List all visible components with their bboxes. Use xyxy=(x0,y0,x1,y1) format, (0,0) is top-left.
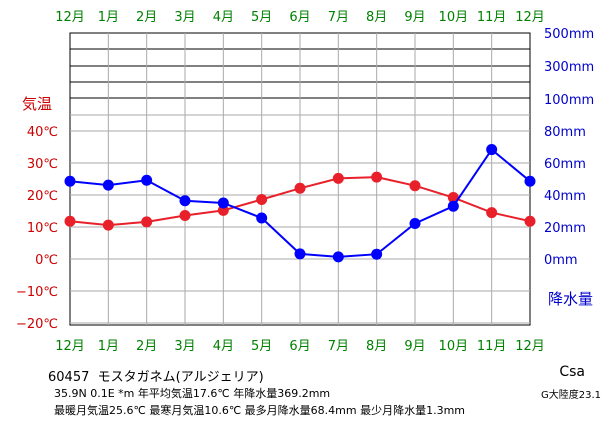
precipitation-point xyxy=(486,144,498,156)
precipitation-point xyxy=(294,248,306,260)
temperature-tick-label: 0℃ xyxy=(35,253,58,268)
month-label-bottom: 2月 xyxy=(136,339,157,354)
month-label-top: 6月 xyxy=(289,10,310,25)
month-label-top: 11月 xyxy=(477,10,507,25)
temperature-tick-label: 20℃ xyxy=(27,189,58,204)
temperature-tick-label: −10℃ xyxy=(16,285,58,300)
month-label-bottom: 7月 xyxy=(328,339,349,354)
month-label-top: 8月 xyxy=(366,10,387,25)
month-label-bottom: 9月 xyxy=(404,339,425,354)
temperature-point xyxy=(371,171,383,183)
precipitation-axis-title: 降水量 xyxy=(548,290,593,308)
temperature-series xyxy=(64,171,536,231)
precipitation-tick-label: 20mm xyxy=(544,221,586,236)
precipitation-point xyxy=(332,251,344,263)
month-label-top: 5月 xyxy=(251,10,272,25)
temperature-point xyxy=(409,180,421,192)
continentality-index: G大陸度23.1 xyxy=(540,390,601,401)
precipitation-tick-label: 80mm xyxy=(544,125,586,140)
precipitation-point xyxy=(409,217,421,229)
temperature-point xyxy=(524,215,536,227)
month-label-bottom: 10月 xyxy=(439,339,469,354)
precipitation-upper-tick-label: 300mm xyxy=(544,60,594,75)
temperature-point xyxy=(141,216,153,228)
precipitation-tick-label: 0mm xyxy=(544,253,578,268)
precipitation-point xyxy=(179,195,191,207)
precipitation-point xyxy=(447,200,459,212)
month-label-bottom: 11月 xyxy=(477,339,507,354)
station-id: 60457 xyxy=(48,370,90,385)
precipitation-point xyxy=(371,248,383,260)
month-label-bottom: 12月 xyxy=(515,339,545,354)
precipitation-point xyxy=(524,175,536,187)
precipitation-upper-tick-label: 500mm xyxy=(544,27,594,42)
top-month-labels: 12月 1月 2月 3月 4月 5月 6月 7月 8月 9月 10月 11月 12月 xyxy=(55,10,545,25)
temperature-point xyxy=(102,219,114,231)
month-label-bottom: 1月 xyxy=(98,339,119,354)
temperature-axis-title: 気温 xyxy=(22,95,52,113)
month-label-bottom: 5月 xyxy=(251,339,272,354)
temperature-point xyxy=(332,172,344,184)
temperature-axis-ticks: 40℃ 30℃ 20℃ 10℃ 0℃ −10℃ −20℃ xyxy=(16,125,58,332)
month-label-top: 2月 xyxy=(136,10,157,25)
station-header: 60457 モスタガネム(アルジェリア) xyxy=(48,366,264,385)
precipitation-tick-label: 60mm xyxy=(544,157,586,172)
temperature-point xyxy=(294,182,306,194)
month-label-top: 10月 xyxy=(439,10,469,25)
month-label-top: 12月 xyxy=(515,10,545,25)
precipitation-series xyxy=(64,144,536,263)
temperature-point xyxy=(447,192,459,204)
month-label-bottom: 8月 xyxy=(366,339,387,354)
month-label-top: 7月 xyxy=(328,10,349,25)
month-label-top: 9月 xyxy=(404,10,425,25)
month-label-bottom: 12月 xyxy=(55,339,85,354)
precipitation-point xyxy=(256,212,268,224)
month-label-top: 3月 xyxy=(174,10,195,25)
bottom-month-labels: 12月 1月 2月 3月 4月 5月 6月 7月 8月 9月 10月 11月 12月 xyxy=(55,339,545,354)
temperature-tick-label: 30℃ xyxy=(27,157,58,172)
precipitation-axis-ticks: 80mm 60mm 40mm 20mm 0mm 500mm 300mm 100mm xyxy=(544,27,594,268)
koppen-class: Csa xyxy=(559,364,585,380)
month-label-bottom: 3月 xyxy=(174,339,195,354)
temperature-tick-label: 10℃ xyxy=(27,221,58,236)
month-label-top: 12月 xyxy=(55,10,85,25)
precipitation-point xyxy=(64,175,76,187)
station-summary-line: 35.9N 0.1E *m 年平均気温17.6℃ 年降水量369.2mm xyxy=(54,387,331,400)
precipitation-tick-label: 40mm xyxy=(544,189,586,204)
month-label-top: 1月 xyxy=(98,10,119,25)
temperature-tick-label: 40℃ xyxy=(27,125,58,140)
month-label-bottom: 4月 xyxy=(213,339,234,354)
temperature-point xyxy=(179,209,191,221)
precipitation-point xyxy=(217,197,229,209)
temperature-point xyxy=(256,193,268,205)
station-extremes-line: 最暖月気温25.6℃ 最寒月気温10.6℃ 最多月降水量68.4mm 最少月降水… xyxy=(54,404,466,417)
precipitation-upper-tick-label: 100mm xyxy=(544,93,594,108)
chart-grid xyxy=(69,32,531,326)
precipitation-point xyxy=(141,174,153,186)
station-name: モスタガネム(アルジェリア) xyxy=(97,370,264,385)
month-label-top: 4月 xyxy=(213,10,234,25)
temperature-point xyxy=(64,215,76,227)
precipitation-point xyxy=(102,179,114,191)
temperature-tick-label: −20℃ xyxy=(16,317,58,332)
temperature-point xyxy=(486,207,498,219)
month-label-bottom: 6月 xyxy=(289,339,310,354)
